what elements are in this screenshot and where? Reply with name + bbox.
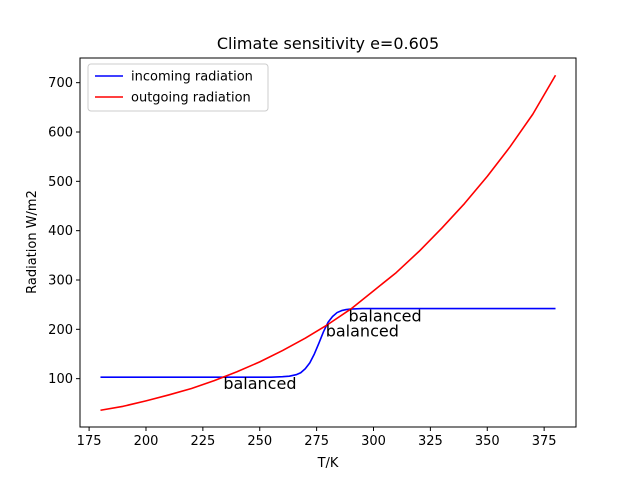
y-tick-label-4: 500 [48,175,73,190]
y-tick-label-1: 200 [48,323,73,338]
x-tick-label-6: 325 [418,434,443,449]
series-layer [100,74,557,412]
y-axis-label: Radiation W/m2 [25,190,40,294]
annotation-0: balanced [223,374,296,393]
legend: incoming radiation outgoing radiation [87,63,269,112]
x-tick-label-3: 250 [247,434,272,449]
y-tick-label-5: 600 [48,125,73,140]
y-tick-label-6: 700 [48,76,73,91]
x-tick-label-2: 225 [190,434,215,449]
x-axis-label: T/K [317,456,339,471]
annotation-2: balanced [348,307,421,326]
y-tick-label-3: 400 [48,224,73,239]
y-tick-label-2: 300 [48,273,73,288]
legend-label-1: outgoing radiation [131,91,251,106]
x-tick-label-8: 375 [532,434,557,449]
plot-frame [79,57,577,428]
y-tick-label-0: 100 [48,372,73,387]
legend-box [87,63,269,112]
axes-layer: 175 200 225 250 275 300 325 350 375 100 200 300 400 5… [48,57,577,449]
x-tick-label-4: 275 [304,434,329,449]
chart-title: Climate sensitivity e=0.605 [217,34,439,53]
annotation-1: balanced [326,321,399,340]
legend-label-0: incoming radiation [131,70,253,85]
series-line-1 [100,74,557,412]
x-tick-label-1: 200 [134,434,159,449]
series-line-0 [100,307,556,378]
x-tick-label-5: 300 [361,434,386,449]
x-tick-label-0: 175 [77,434,102,449]
x-tick-label-7: 350 [475,434,500,449]
